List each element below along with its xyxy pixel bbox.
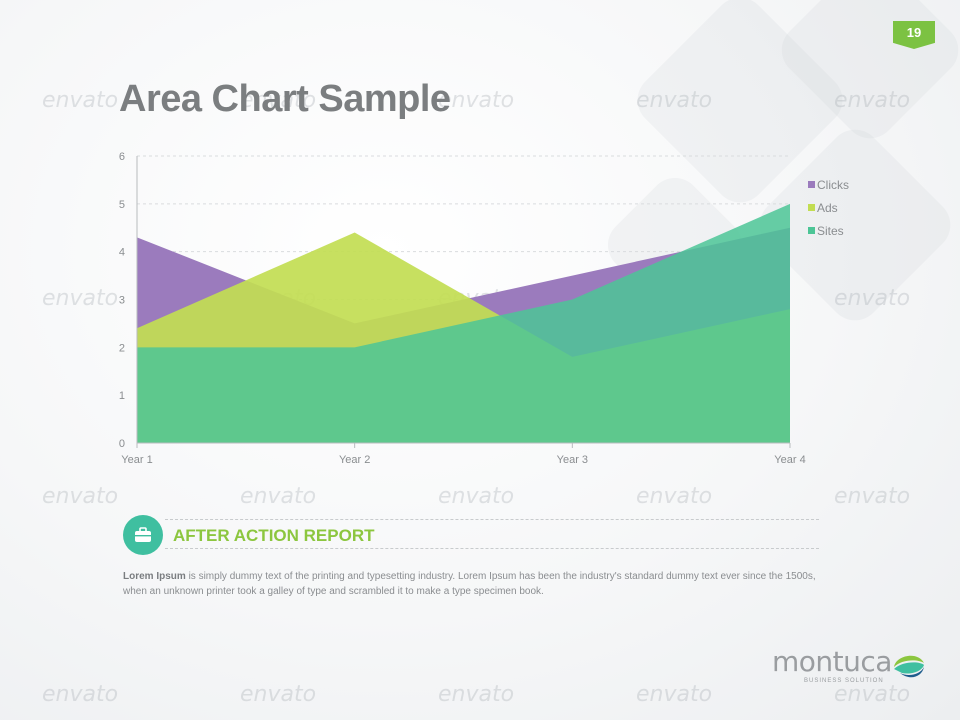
- logo-name: montuca: [772, 645, 892, 678]
- y-tick-label: 3: [119, 295, 125, 307]
- envato-watermark: envato: [636, 682, 713, 707]
- legend-swatch: [808, 227, 815, 234]
- y-tick-label: 5: [119, 199, 125, 211]
- body-lead: Lorem Ipsum: [123, 571, 186, 582]
- envato-watermark: envato: [438, 682, 515, 707]
- logo-mark-icon: [894, 655, 924, 678]
- y-tick-label: 2: [119, 342, 125, 354]
- legend-swatch: [808, 204, 815, 211]
- section-divider-top: [165, 519, 819, 520]
- envato-watermark: envato: [42, 484, 119, 509]
- company-logo: montuca BUSINESS SOLUTION: [772, 645, 924, 684]
- legend-label: Clicks: [817, 178, 849, 192]
- envato-watermark: envato: [240, 484, 317, 509]
- envato-watermark: envato: [438, 484, 515, 509]
- section-body: Lorem Ipsum is simply dummy text of the …: [123, 569, 823, 599]
- legend-item-ads: Ads: [808, 201, 838, 215]
- body-text: is simply dummy text of the printing and…: [123, 571, 816, 597]
- envato-watermark: envato: [240, 682, 317, 707]
- area-chart: 0 1 2 3 4 5 6 Year 1 Year 2 Year 3 Year 4 Clicks A…: [119, 151, 849, 466]
- envato-watermark: envato: [636, 484, 713, 509]
- area-series-sites: [137, 203, 790, 443]
- legend-label: Sites: [817, 224, 844, 238]
- chart-areas: [137, 203, 790, 443]
- x-tick-label: Year 3: [557, 454, 588, 466]
- legend-swatch: [808, 181, 815, 188]
- x-tick-label: Year 2: [339, 454, 370, 466]
- section-divider-bottom: [165, 548, 819, 549]
- legend-item-clicks: Clicks: [808, 178, 849, 192]
- chart-axes: [136, 156, 791, 448]
- envato-watermark: envato: [834, 682, 911, 707]
- y-tick-label: 1: [119, 390, 125, 402]
- logo-tagline: BUSINESS SOLUTION: [804, 678, 884, 684]
- page-number-badge: 19: [893, 21, 935, 49]
- x-tick-label: Year 1: [121, 454, 152, 466]
- envato-watermark: envato: [42, 682, 119, 707]
- y-tick-label: 0: [119, 438, 125, 450]
- briefcase-icon: [123, 515, 163, 555]
- chart-legend: Clicks Ads Sites: [808, 178, 849, 238]
- section-title: AFTER ACTION REPORT: [173, 526, 375, 545]
- envato-watermark: envato: [834, 484, 911, 509]
- x-axis-tick-labels: Year 1 Year 2 Year 3 Year 4: [121, 454, 805, 466]
- x-tick-label: Year 4: [774, 454, 805, 466]
- y-axis-tick-labels: 0 1 2 3 4 5 6: [119, 151, 125, 450]
- legend-label: Ads: [817, 201, 838, 215]
- y-tick-label: 6: [119, 151, 125, 163]
- page-title: Area Chart Sample: [119, 78, 451, 120]
- legend-item-sites: Sites: [808, 224, 844, 238]
- y-tick-label: 4: [119, 247, 125, 259]
